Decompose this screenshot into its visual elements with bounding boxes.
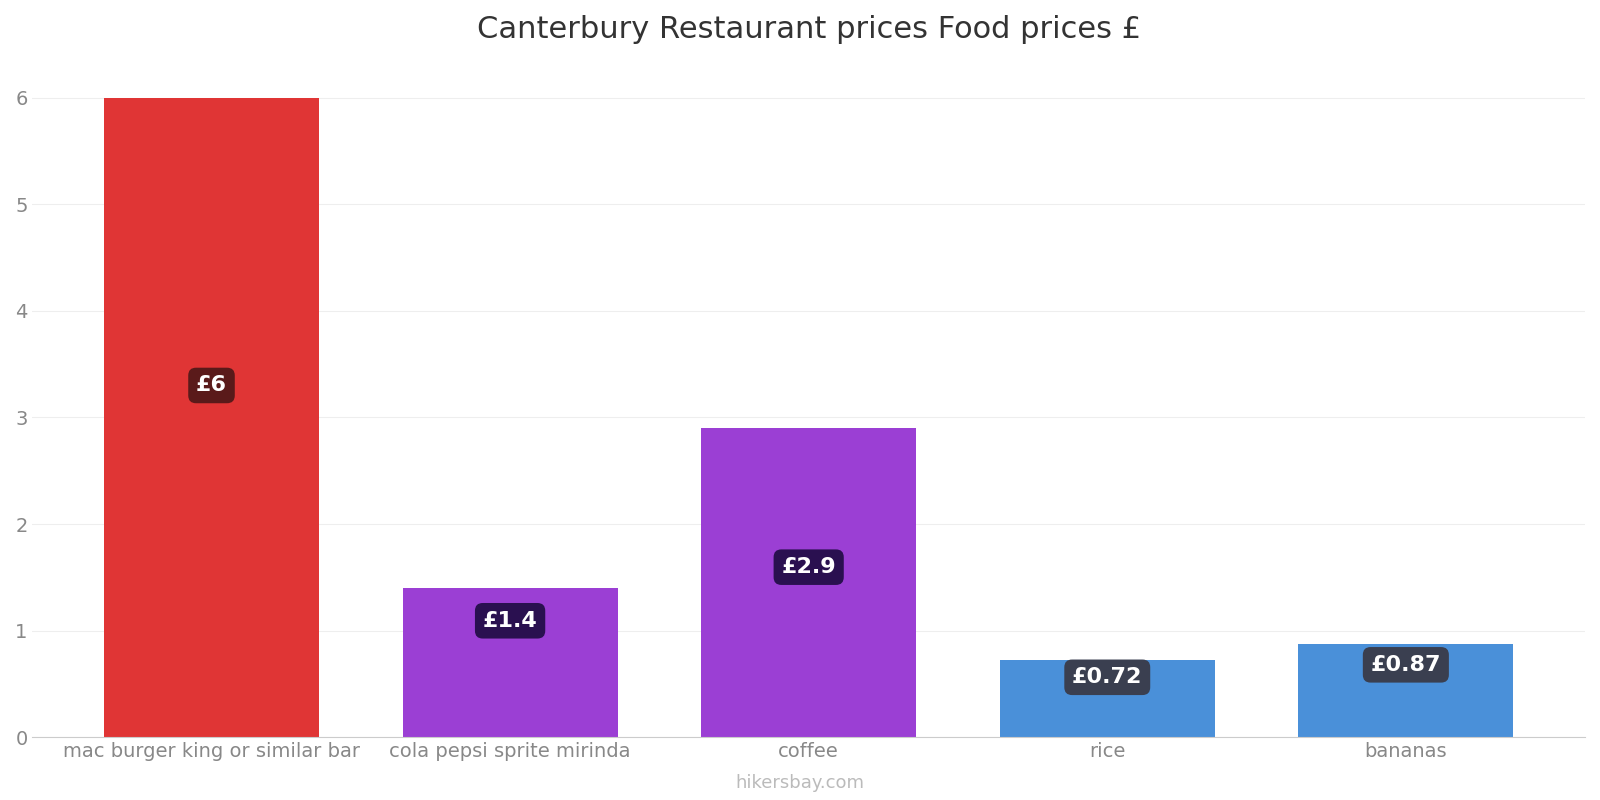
Bar [1298, 645, 1514, 737]
Text: £6: £6 [197, 375, 227, 395]
Bar [104, 98, 318, 737]
Title: Canterbury Restaurant prices Food prices £: Canterbury Restaurant prices Food prices… [477, 15, 1141, 44]
Text: £0.72: £0.72 [1072, 667, 1142, 687]
Bar [403, 588, 618, 737]
Text: £1.4: £1.4 [483, 610, 538, 630]
Text: £2.9: £2.9 [781, 557, 835, 577]
Bar [1000, 661, 1214, 737]
Text: £0.87: £0.87 [1371, 655, 1442, 675]
Bar [701, 428, 917, 737]
Text: hikersbay.com: hikersbay.com [736, 774, 864, 792]
